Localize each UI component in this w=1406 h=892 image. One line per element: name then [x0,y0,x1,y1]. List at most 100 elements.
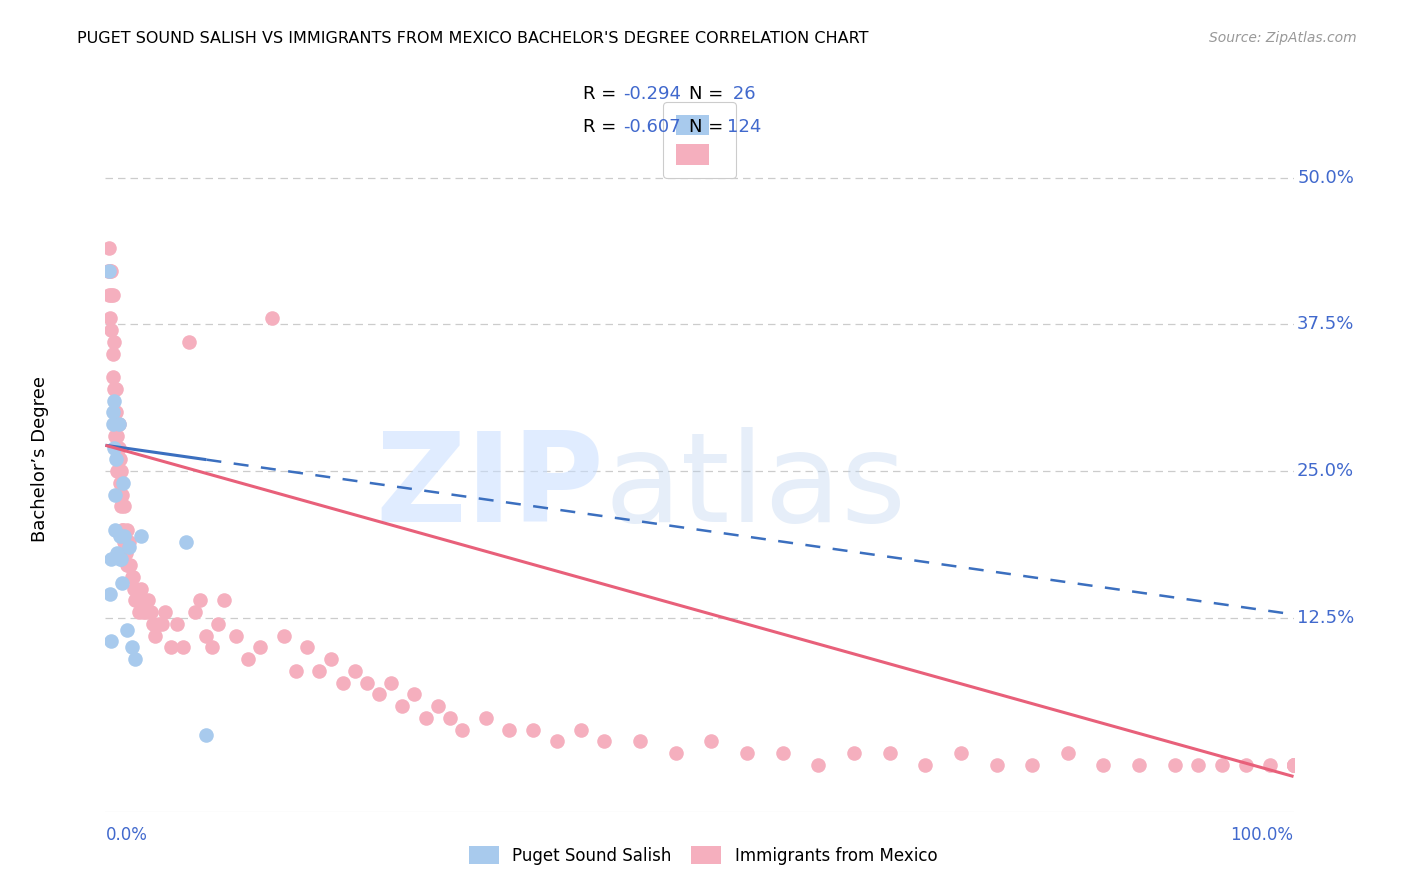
Point [1282,757,1305,772]
Text: -0.294: -0.294 [623,85,681,103]
Point [110,552,132,566]
Point [628,734,651,748]
Point [1234,757,1257,772]
Text: N =: N = [689,85,728,103]
Point [121,570,143,584]
Legend: Puget Sound Salish, Immigrants from Mexico: Puget Sound Salish, Immigrants from Mexi… [460,838,946,873]
Point [104,487,127,501]
Point [236,652,259,666]
Point [391,699,413,714]
Point [177,334,200,349]
Point [108,452,131,467]
Point [1282,757,1305,772]
Point [97,264,120,278]
Text: 37.5%: 37.5% [1298,315,1354,334]
Point [120,558,142,573]
Point [1282,757,1305,772]
Point [101,346,124,360]
Point [842,746,865,760]
Point [308,664,330,678]
Point [1187,757,1209,772]
Point [122,582,145,596]
Point [195,628,218,642]
Point [105,452,128,467]
Point [1282,757,1305,772]
Text: N =: N = [689,118,728,136]
Point [1211,757,1233,772]
Point [105,464,128,478]
Point [105,441,128,455]
Point [128,605,150,619]
Point [1282,757,1305,772]
Point [118,541,141,555]
Point [114,529,136,543]
Point [110,464,132,478]
Point [1282,757,1305,772]
Point [98,264,121,278]
Point [98,264,121,278]
Point [114,500,136,514]
Point [112,546,135,560]
Point [100,323,122,337]
Point [1021,757,1043,772]
Point [143,628,166,642]
Point [115,623,138,637]
Point [159,640,181,655]
Point [98,587,121,601]
Point [284,664,307,678]
Point [914,757,936,772]
Point [112,475,135,490]
Point [107,417,129,432]
Text: PUGET SOUND SALISH VS IMMIGRANTS FROM MEXICO BACHELOR'S DEGREE CORRELATION CHART: PUGET SOUND SALISH VS IMMIGRANTS FROM ME… [77,31,869,46]
Point [111,575,134,590]
Point [700,734,723,748]
Point [115,523,138,537]
Point [522,723,544,737]
Point [546,734,568,748]
Point [107,417,129,432]
Point [121,570,143,584]
Point [112,523,135,537]
Point [104,405,127,419]
Point [152,616,174,631]
Point [114,546,136,560]
Point [343,664,366,678]
Point [207,616,229,631]
Point [1092,757,1115,772]
Point [593,734,616,748]
Point [986,757,1008,772]
Point [1056,746,1078,760]
Point [129,582,152,596]
Text: 12.5%: 12.5% [1298,609,1354,627]
Text: atlas: atlas [605,427,907,548]
Point [172,640,194,655]
Point [139,605,162,619]
Point [100,264,122,278]
Point [439,711,461,725]
Point [104,523,127,537]
Point [108,529,131,543]
Point [103,334,125,349]
Text: 124: 124 [727,118,761,136]
Point [297,640,319,655]
Point [111,487,134,501]
Point [1282,757,1305,772]
Point [807,757,830,772]
Point [380,675,402,690]
Text: 50.0%: 50.0% [1298,169,1354,186]
Point [260,311,283,326]
Point [427,699,450,714]
Point [127,593,149,607]
Point [404,687,426,701]
Point [1282,757,1305,772]
Point [772,746,794,760]
Text: 0.0%: 0.0% [105,826,148,844]
Point [104,429,127,443]
Point [107,441,129,455]
Point [105,382,128,396]
Point [214,593,236,607]
Point [1282,757,1305,772]
Point [125,582,148,596]
Point [105,546,128,560]
Point [665,746,688,760]
